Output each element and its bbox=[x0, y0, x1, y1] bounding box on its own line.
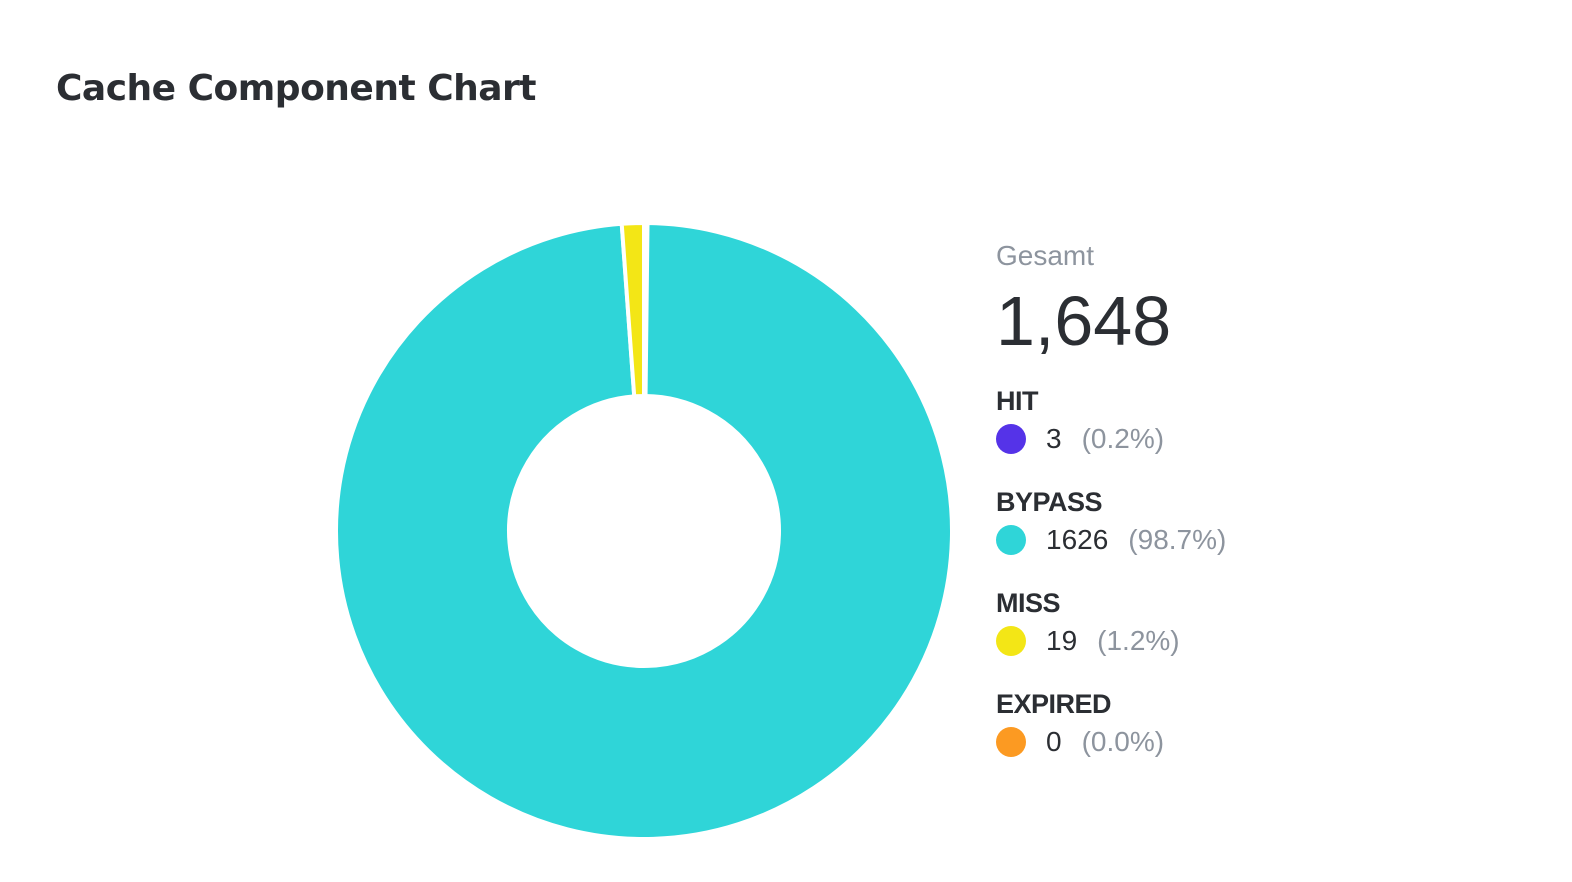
chart-title: Cache Component Chart bbox=[56, 68, 537, 109]
legend-count: 1626 bbox=[1046, 524, 1109, 555]
legend-count: 19 bbox=[1046, 625, 1078, 656]
legend-count: 3 bbox=[1046, 423, 1062, 454]
legend-label: BYPASS bbox=[996, 487, 1103, 517]
legend-percent: (0.2%) bbox=[1081, 423, 1165, 454]
legend-item-miss: MISS 19 (1.2%) bbox=[996, 588, 1226, 663]
legend-item-bypass: BYPASS 1626 (98.7%) bbox=[996, 487, 1226, 562]
legend-count: 0 bbox=[1046, 726, 1062, 757]
legend-color-dot bbox=[996, 525, 1026, 555]
legend-percent: (98.7%) bbox=[1128, 524, 1227, 555]
legend-percent: (0.0%) bbox=[1081, 726, 1165, 757]
slice-bypass[interactable] bbox=[334, 220, 955, 841]
legend-item-hit: HIT 3 (0.2%) bbox=[996, 386, 1226, 461]
slice-miss[interactable] bbox=[619, 220, 646, 399]
legend-item-expired: EXPIRED 0 (0.0%) bbox=[996, 689, 1226, 764]
legend-color-dot bbox=[996, 727, 1026, 757]
legend: Gesamt 1,648 HIT 3 (0.2%) BYPASS 1626 (98… bbox=[996, 240, 1226, 790]
total-label: Gesamt bbox=[996, 240, 1095, 271]
legend-label: EXPIRED bbox=[996, 689, 1112, 719]
legend-label: HIT bbox=[996, 386, 1039, 416]
legend-color-dot bbox=[996, 626, 1026, 656]
legend-label: MISS bbox=[996, 588, 1061, 618]
total-value: 1,648 bbox=[996, 282, 1172, 360]
legend-percent: (1.2%) bbox=[1097, 625, 1180, 656]
legend-color-dot bbox=[996, 424, 1026, 454]
